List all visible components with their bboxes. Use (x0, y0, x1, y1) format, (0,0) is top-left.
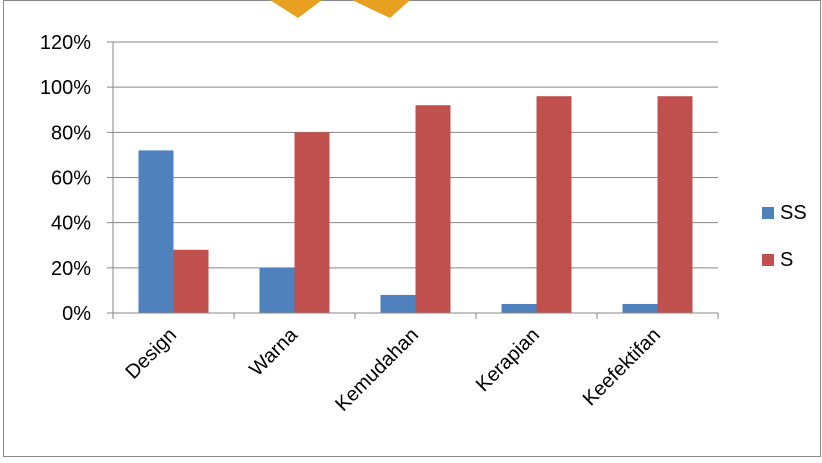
axes (107, 41, 719, 319)
y-tick-label: 100% (40, 77, 91, 99)
y-tick-label: 120% (40, 32, 91, 54)
y-tick-label: 0% (62, 303, 91, 325)
bars (138, 96, 693, 313)
bar-ss-kemudahan (380, 294, 416, 313)
chart-border (3, 0, 821, 457)
bar-ss-design (138, 150, 174, 313)
y-tick-labels: 0% 20% 40% 60% 80% 100% 120% (40, 32, 91, 325)
y-tick-label: 60% (51, 168, 91, 190)
legend-swatch-s (762, 254, 774, 266)
watermark-shape (270, 0, 410, 18)
bar-ss-kerapian (501, 303, 537, 313)
legend: SSS (762, 202, 807, 271)
legend-swatch-ss (762, 207, 774, 219)
bar-ss-warna (259, 267, 295, 313)
bar-s-kerapian (536, 96, 572, 313)
legend-label: SS (780, 202, 807, 224)
legend-label: S (780, 249, 793, 271)
y-tick-label: 20% (51, 258, 91, 280)
bar-s-warna (294, 132, 330, 313)
y-tick-label: 80% (51, 122, 91, 144)
bar-ss-keefektifan (622, 303, 658, 313)
bar-s-keefektifan (657, 96, 693, 313)
bar-s-kemudahan (415, 105, 451, 313)
bar-s-design (173, 249, 209, 313)
y-tick-label: 40% (51, 213, 91, 235)
